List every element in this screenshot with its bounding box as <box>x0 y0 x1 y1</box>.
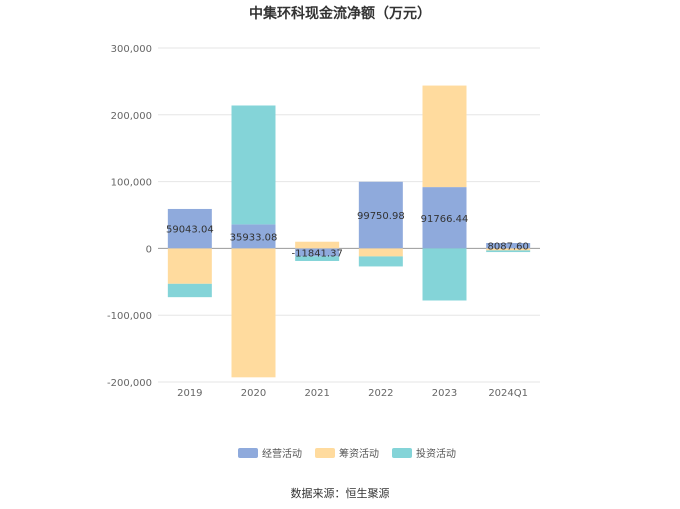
bar-financing-2020 <box>231 248 276 378</box>
bar-operating-2022 <box>358 181 403 249</box>
data-label: 59043.04 <box>166 225 214 236</box>
x-tick-label: 2022 <box>368 388 393 399</box>
legend-label: 投资活动 <box>416 447 456 460</box>
data-label: 91766.44 <box>421 214 469 225</box>
bars <box>167 85 531 378</box>
data-label: -11841.37 <box>292 248 343 259</box>
x-tick-label: 2023 <box>432 388 457 399</box>
data-label: 99750.98 <box>357 211 405 222</box>
bar-investing-2021 <box>295 256 340 261</box>
x-tick-label: 2020 <box>241 388 266 399</box>
bar-operating-2020 <box>231 224 276 249</box>
y-axis-ticks: 300,000 200,000 100,000 0 -100,000 -200,000 <box>107 44 152 389</box>
bar-financing-2022 <box>358 248 403 257</box>
bar-operating-2019 <box>167 208 212 249</box>
data-label: 8087.60 <box>487 242 528 253</box>
y-tick-label: -200,000 <box>107 378 152 389</box>
data-labels: 59043.04 35933.08 -11841.37 99750.98 91766.4… <box>166 211 529 259</box>
bar-financing-2021 <box>295 241 340 249</box>
legend-swatch <box>315 448 335 458</box>
legend-label: 筹资活动 <box>339 447 379 460</box>
bar-operating-2023 <box>422 187 467 249</box>
bar-investing-2020 <box>231 105 276 225</box>
x-tick-label: 2021 <box>304 388 329 399</box>
x-tick-label: 2019 <box>177 388 202 399</box>
bar-investing-2024Q1 <box>486 250 531 253</box>
y-tick-label: 100,000 <box>111 178 152 189</box>
bar-investing-2023 <box>422 248 467 301</box>
bar-operating-2021 <box>295 248 340 257</box>
bar-financing-2023 <box>422 85 467 188</box>
bar-financing-2019 <box>167 248 212 284</box>
data-label: 35933.08 <box>230 232 278 243</box>
legend-swatch <box>392 448 412 458</box>
bar-investing-2019 <box>167 283 212 298</box>
bar-investing-2022 <box>358 256 403 267</box>
legend-swatch <box>238 448 258 458</box>
chart-title: 中集环科现金流净额（万元） <box>249 5 431 22</box>
y-tick-label: 300,000 <box>111 44 152 55</box>
legend-label: 经营活动 <box>262 447 302 460</box>
source-note: 数据来源：恒生聚源 <box>291 486 390 500</box>
y-tick-label: -100,000 <box>107 311 152 322</box>
bar-financing-2024Q1 <box>486 248 531 251</box>
legend: 经营活动 筹资活动 投资活动 <box>238 447 456 460</box>
x-tick-label: 2024Q1 <box>488 388 528 399</box>
x-axis-ticks: 2019 2020 2021 2022 2023 2024Q1 <box>177 388 528 399</box>
bar-operating-2024Q1 <box>486 242 531 249</box>
y-tick-label: 200,000 <box>111 111 152 122</box>
y-tick-label: 0 <box>146 244 152 255</box>
grid-lines <box>158 47 540 383</box>
